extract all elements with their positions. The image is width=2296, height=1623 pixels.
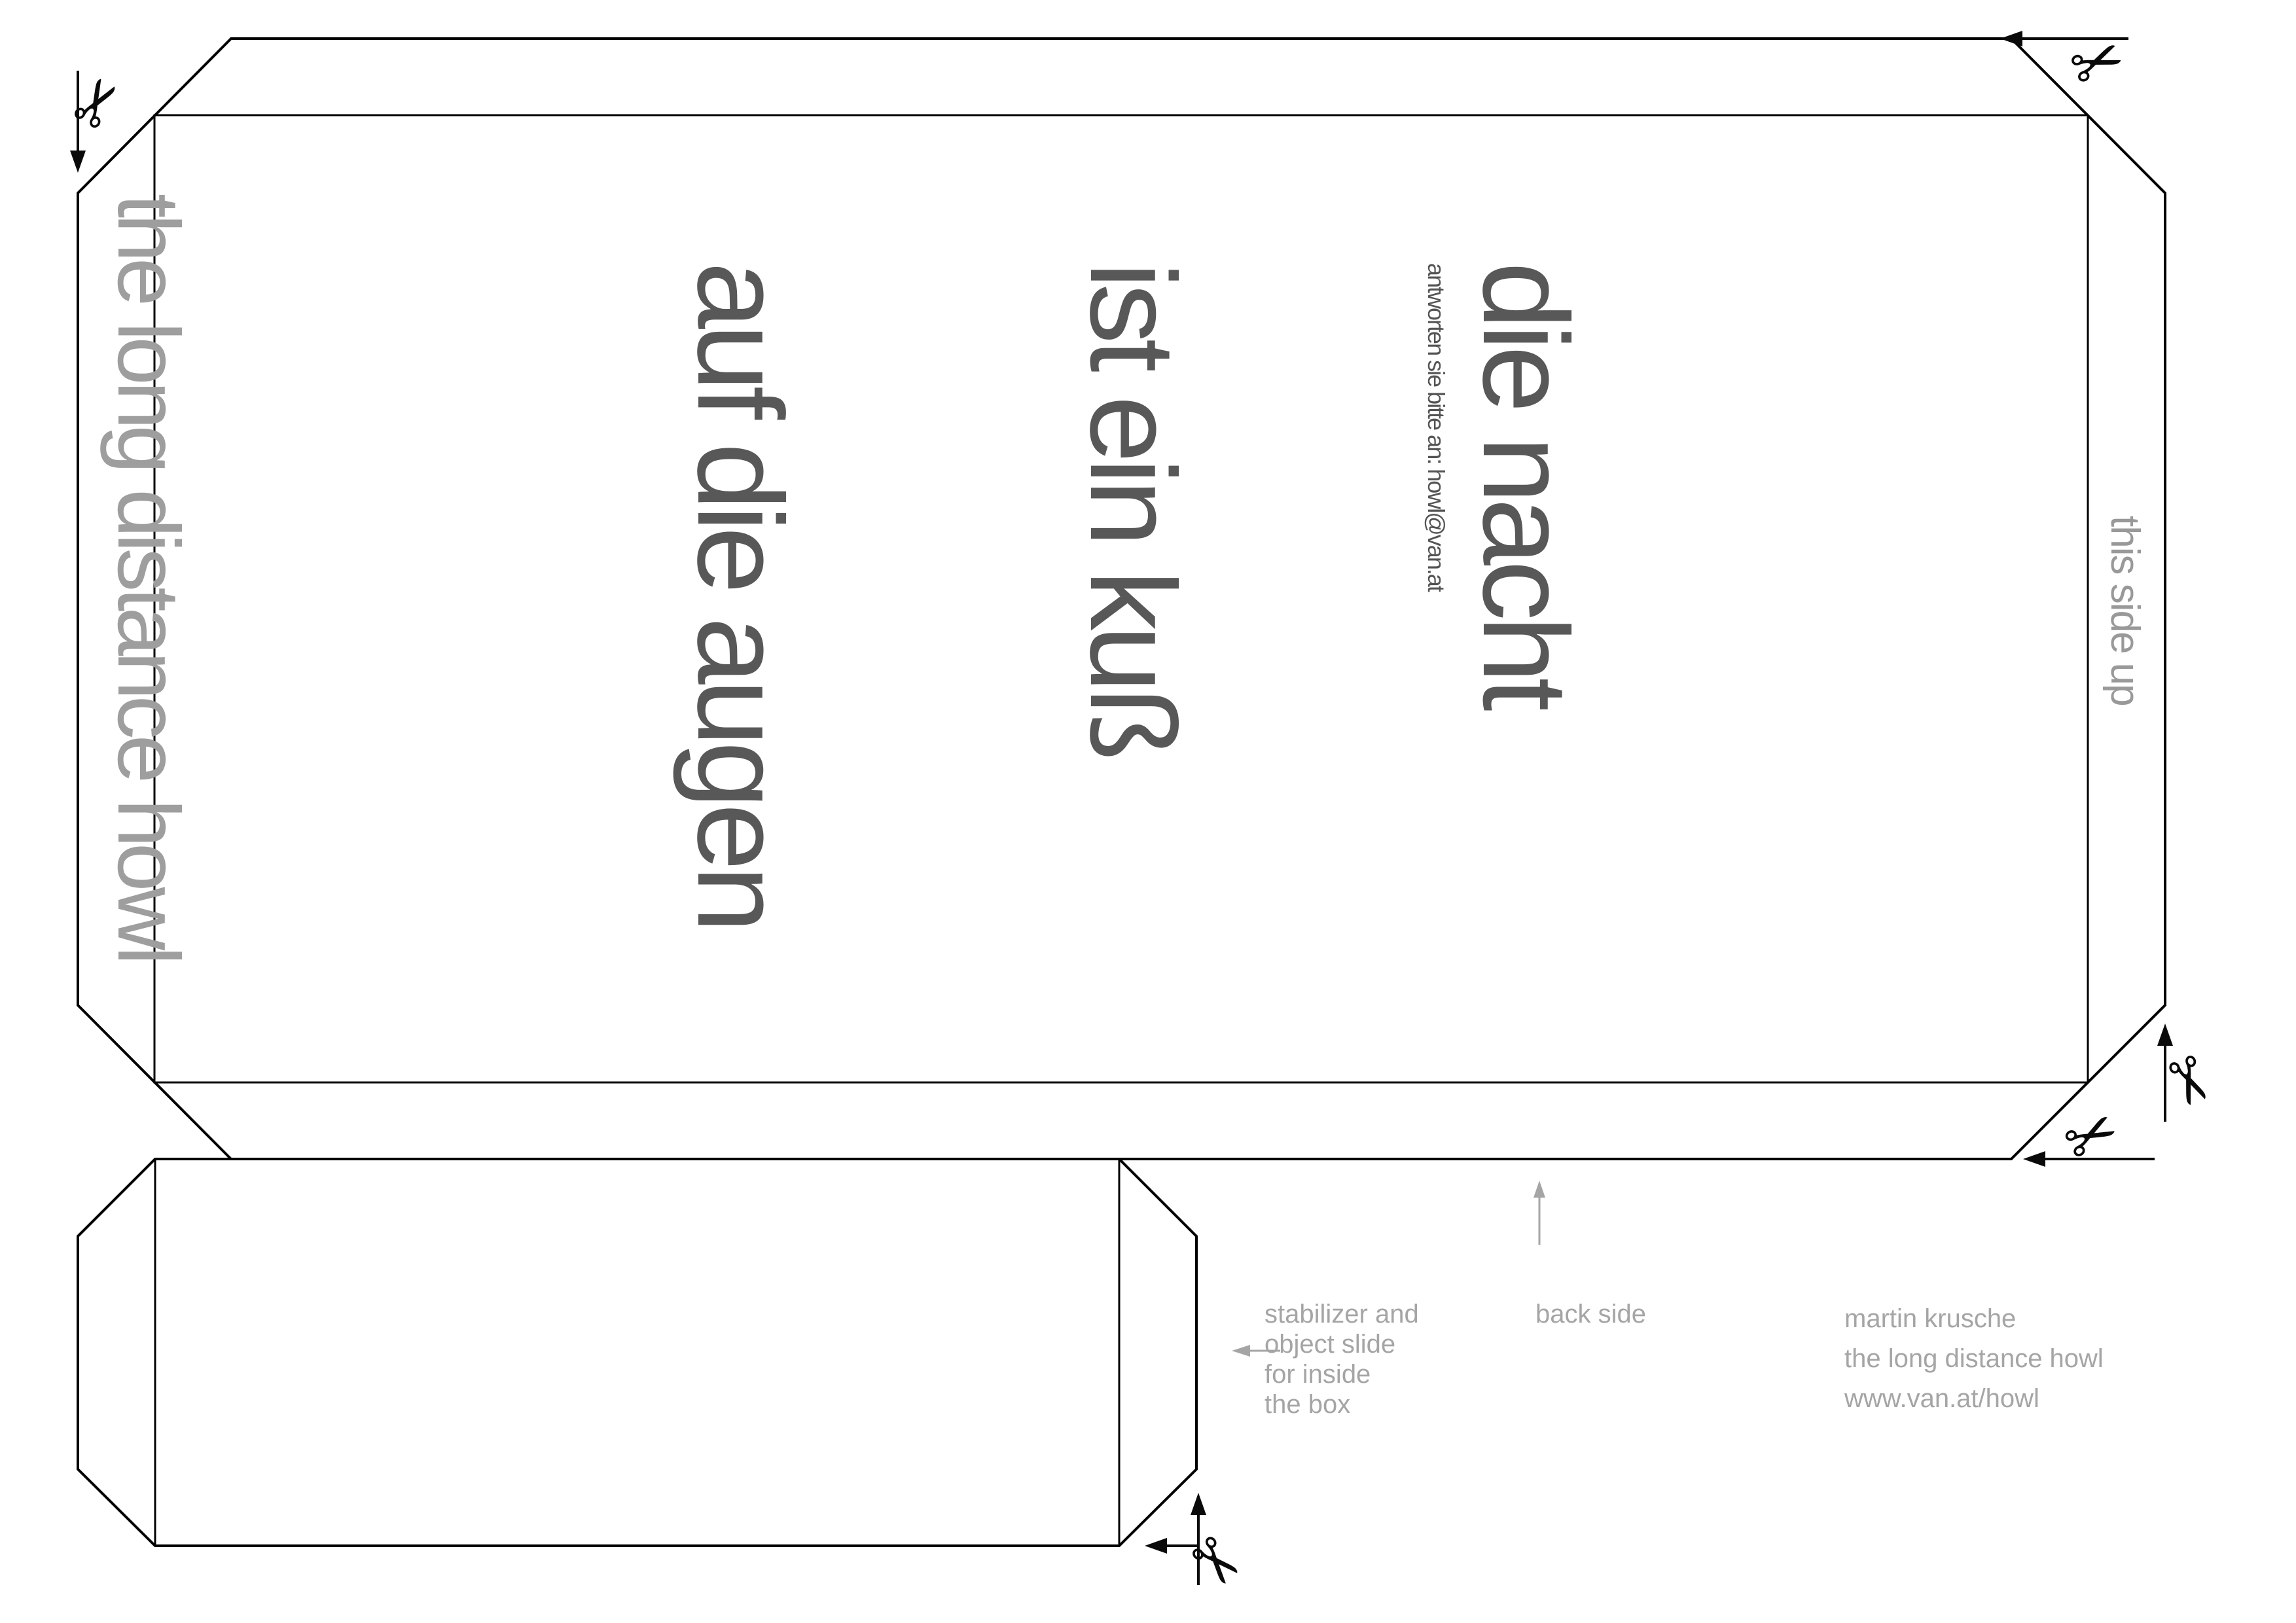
back-side-pointer-arrow [1534, 1181, 1545, 1245]
cut-arrow-bottom-right-left [2023, 1151, 2155, 1167]
back-side-label: back side [1535, 1300, 1646, 1329]
slide-outline [77, 1158, 1198, 1547]
cut-arrow-top-left-down [70, 71, 86, 173]
cut-arrow-bottom-right-up [2157, 1024, 2173, 1122]
slide-cut-edge [77, 1158, 1198, 1547]
credit-line1: martin krusche [1844, 1304, 2017, 1333]
annotation-arrows [1232, 1181, 1545, 1357]
this-side-up-label: this side up [2102, 516, 2147, 705]
box-title-line3: auf die augen [672, 262, 807, 928]
front-panel-label: the long distance howl www.van.at/howl [0, 194, 397, 961]
main-box-cut-edge [77, 37, 2166, 1160]
stabilizer-note: stabilizer and object slide for inside t… [1265, 1299, 1419, 1419]
stabilizer-note-line1: stabilizer and [1265, 1300, 1419, 1329]
cut-arrows [70, 31, 2173, 1585]
credit-note: martin krusche the long distance howl ww… [1844, 1299, 2104, 1419]
cut-arrow-slide-up [1191, 1493, 1206, 1585]
cut-arrow-slide-left [1145, 1538, 1198, 1554]
stabilizer-note-line2: object slide [1265, 1330, 1396, 1359]
box-title-line2: ist ein kuß [1065, 262, 1200, 757]
credit-line2: the long distance howl [1844, 1344, 2104, 1373]
stabilizer-note-line4: the box [1265, 1390, 1351, 1419]
stabilizer-pointer-arrow [1232, 1345, 1280, 1357]
reply-note: antworten sie bitte an: howl@van.at [1423, 263, 1450, 591]
stabilizer-note-line3: for inside [1265, 1360, 1371, 1389]
box-title-line1: die nacht [1458, 262, 1592, 706]
box-title: die nacht ist ein kuß auf die augen [412, 262, 1852, 927]
front-label-line1: the long distance howl [99, 194, 197, 961]
cut-arrow-top-right-left [2000, 31, 2128, 46]
credit-line3: www.van.at/howl [1844, 1384, 2039, 1413]
main-box-fold-lines [153, 114, 2089, 1084]
